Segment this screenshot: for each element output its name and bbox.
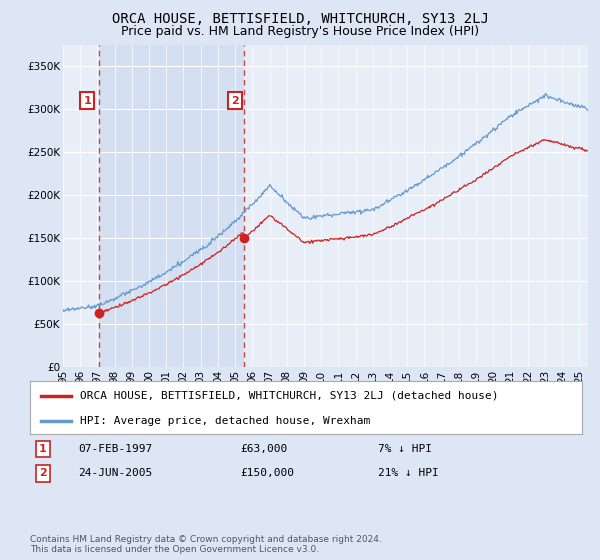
Text: 24-JUN-2005: 24-JUN-2005: [78, 468, 152, 478]
Text: £63,000: £63,000: [240, 444, 287, 454]
Text: 07-FEB-1997: 07-FEB-1997: [78, 444, 152, 454]
Text: 21% ↓ HPI: 21% ↓ HPI: [378, 468, 439, 478]
Text: 7% ↓ HPI: 7% ↓ HPI: [378, 444, 432, 454]
Text: 1: 1: [83, 96, 91, 106]
Text: 2: 2: [39, 468, 47, 478]
Text: ORCA HOUSE, BETTISFIELD, WHITCHURCH, SY13 2LJ: ORCA HOUSE, BETTISFIELD, WHITCHURCH, SY1…: [112, 12, 488, 26]
Bar: [99, 45, 244, 367]
Text: £150,000: £150,000: [240, 468, 294, 478]
Text: 2: 2: [231, 96, 239, 106]
Text: Contains HM Land Registry data © Crown copyright and database right 2024.
This d: Contains HM Land Registry data © Crown c…: [30, 535, 382, 554]
Text: 1: 1: [39, 444, 47, 454]
Text: HPI: Average price, detached house, Wrexham: HPI: Average price, detached house, Wrex…: [80, 416, 370, 426]
Text: Price paid vs. HM Land Registry's House Price Index (HPI): Price paid vs. HM Land Registry's House …: [121, 25, 479, 38]
Text: ORCA HOUSE, BETTISFIELD, WHITCHURCH, SY13 2LJ (detached house): ORCA HOUSE, BETTISFIELD, WHITCHURCH, SY1…: [80, 391, 498, 401]
